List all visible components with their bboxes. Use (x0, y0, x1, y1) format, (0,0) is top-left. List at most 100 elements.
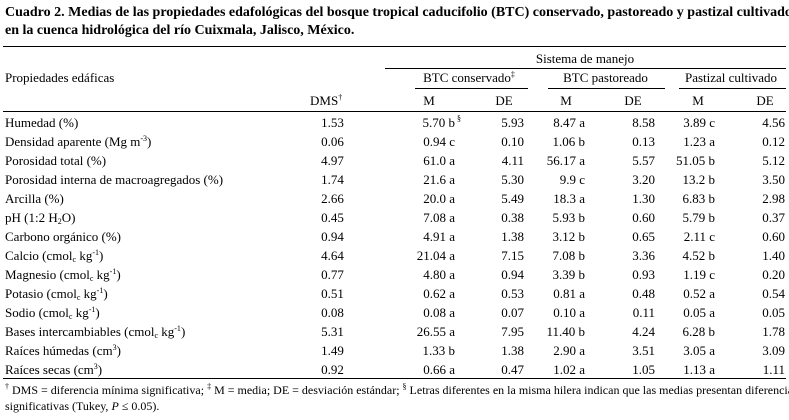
mean-value: 7.08 b (520, 248, 586, 264)
property-label: pH (1:2 H2O) (5, 210, 75, 226)
sd-value: 1.30 (600, 191, 655, 207)
dms-value: 0.45 (321, 210, 344, 225)
cell-text: 21.04 a (416, 248, 455, 263)
system-rule (385, 68, 786, 69)
property-label: Bases intercambiables (cmolc kg-1) (5, 324, 185, 340)
cell-text: 0.60 (762, 229, 785, 244)
cell-text: 3.89 c (683, 115, 715, 130)
sd-value: 0.54 (730, 286, 785, 302)
cell-text: 1.40 (762, 248, 785, 263)
cell-text: 3.09 (762, 343, 785, 358)
cell-text: 0.62 a (423, 286, 455, 301)
cell-text: 5.30 (501, 172, 524, 187)
group-label: BTC conservado (423, 70, 511, 85)
sd-value: 0.05 (730, 305, 785, 321)
property-label-part: c (154, 331, 159, 340)
cell-text: 5.93 b (552, 210, 586, 225)
header-de-2: DE (624, 93, 642, 108)
dms-value: 2.66 (321, 191, 344, 206)
cell-text: 0.37 (762, 210, 785, 225)
property-label: Sodio (cmolc kg-1) (5, 305, 100, 321)
group-mark: ‡ (510, 70, 515, 79)
cell-text: 3.05 a (683, 343, 715, 358)
sd-value: 0.37 (730, 210, 785, 226)
property-label-part: 3 (93, 362, 98, 371)
cell-text: 5.49 (501, 191, 524, 206)
sd-value: 1.38 (470, 229, 524, 245)
mean-value: 13.2 b (650, 172, 716, 188)
cell-text: 5.70 b (422, 115, 456, 130)
sd-value: 5.30 (470, 172, 524, 188)
sd-value: 0.93 (600, 267, 655, 283)
cell-text: 0.52 a (683, 286, 715, 301)
cell-text: 4.56 (762, 115, 785, 130)
sd-value: 0.60 (600, 210, 655, 226)
sd-value: 5.49 (470, 191, 524, 207)
cell-text: 6.83 b (682, 191, 716, 206)
sd-value: 0.65 (600, 229, 655, 245)
cell-text: 5.79 b (682, 210, 716, 225)
sd-value: 4.11 (470, 153, 524, 169)
cell-text: 3.39 b (552, 267, 586, 282)
sd-value: 2.98 (730, 191, 785, 207)
dms-value: 0.77 (321, 267, 344, 282)
cell-text: 0.10 a (553, 305, 585, 320)
property-label: Densidad aparente (Mg m-3) (5, 134, 151, 150)
property-label: Raíces secas (cm3) (5, 362, 102, 378)
cell-text: 18.3 a (553, 191, 585, 206)
mean-value: 1.19 c (650, 267, 715, 283)
sd-value: 0.13 (600, 134, 655, 150)
cell-text: 8.58 (632, 115, 655, 130)
sd-value: 0.38 (470, 210, 524, 226)
sd-value: 0.53 (470, 286, 524, 302)
sd-value: 0.07 (470, 305, 524, 321)
property-label-part: -3 (140, 134, 148, 143)
table-bottom-rule (3, 378, 786, 379)
mean-value: 21.6 a (385, 172, 455, 188)
property-label-part: O) (61, 210, 76, 225)
mean-value: 1.33 b (385, 343, 456, 359)
sd-value: 1.05 (600, 362, 655, 378)
system-header: Sistema de manejo (535, 51, 635, 66)
property-label-part: Calcio (cmol (5, 248, 73, 263)
property-label-part: ) (99, 248, 104, 263)
cell-text: 0.05 (762, 305, 785, 320)
sd-value: 5.12 (730, 153, 785, 169)
dms-value: 0.08 (321, 305, 344, 320)
cell-text: 7.08 a (423, 210, 455, 225)
cell-text: 6.28 b (682, 324, 716, 339)
group-header-btc-conservado: BTC conservado‡ (414, 70, 524, 86)
cell-text: 0.65 (632, 229, 655, 244)
cell-text: 1.05 (632, 362, 655, 377)
group-header-btc-pastoreado: BTC pastoreado (563, 70, 648, 85)
mean-value: 5.70 b § (422, 114, 462, 131)
mean-value: 0.81 a (520, 286, 585, 302)
cell-text: 0.47 (501, 362, 524, 377)
mean-value: 0.08 a (385, 305, 455, 321)
header-m-3: M (692, 93, 704, 108)
cell-text: 0.54 (762, 286, 785, 301)
property-label: Porosidad interna de macroagregados (%) (5, 172, 224, 187)
dms-value: 1.74 (321, 172, 344, 187)
property-label-part: Bases intercambiables (cmol (5, 324, 155, 339)
mean-value: 51.05 b (650, 153, 715, 169)
footnote-p: P (111, 399, 119, 413)
property-label: Raíces húmedas (cm3) (5, 343, 121, 359)
property-label-part: 3 (112, 343, 117, 352)
property-label-part: Potasio (cmol (5, 286, 77, 301)
cell-text: 4.52 b (682, 248, 716, 263)
mean-value: 3.39 b (520, 267, 586, 283)
cell-text: 5.57 (632, 153, 655, 168)
sd-value: 0.60 (730, 229, 785, 245)
mean-value: 4.80 a (385, 267, 455, 283)
cell-text: 0.53 (501, 286, 524, 301)
cell-text: 1.23 a (683, 134, 715, 149)
mean-value: 21.04 a (385, 248, 455, 264)
property-label: Arcilla (%) (5, 191, 64, 206)
table-footnote: † DMS = diferencia mínima significativa;… (5, 382, 789, 414)
sd-value: 3.20 (600, 172, 655, 188)
caption-line-2: en la cuenca hidrológica del río Cuixmal… (5, 23, 355, 38)
cell-text: 4.24 (632, 324, 655, 339)
cell-text: 7.08 b (552, 248, 586, 263)
property-label-part: ) (116, 343, 121, 358)
